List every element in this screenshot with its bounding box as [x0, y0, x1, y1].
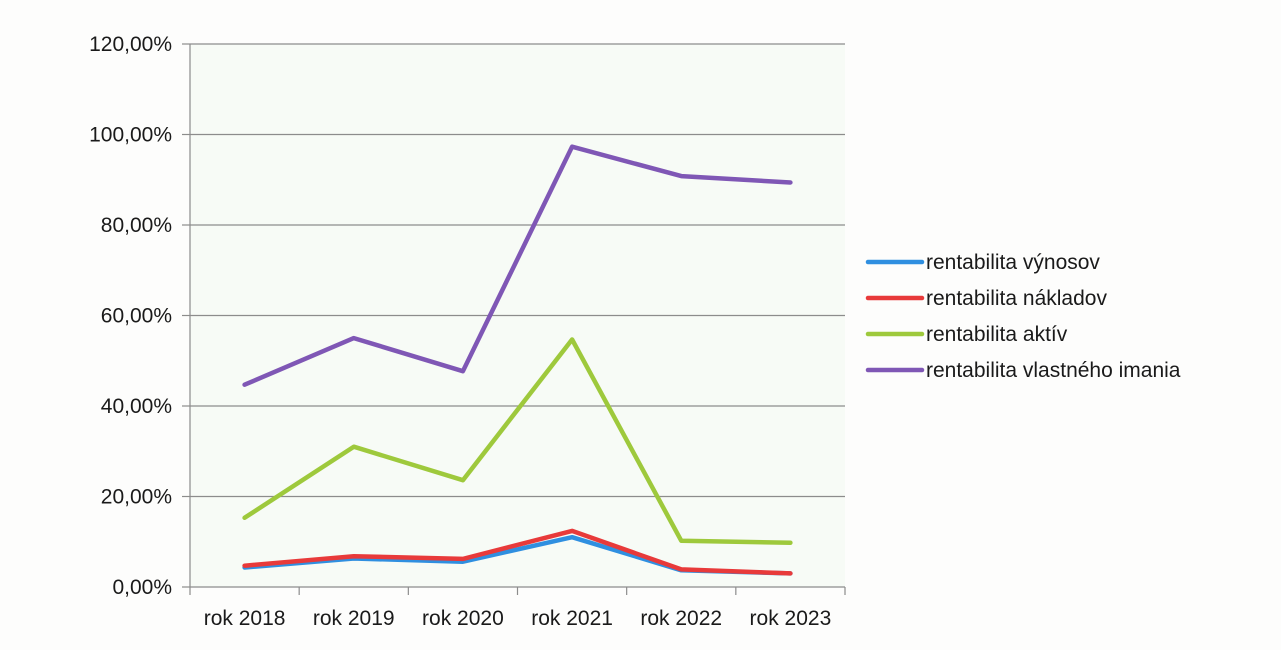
y-tick-label: 60,00%	[101, 305, 172, 328]
x-tick-label: rok 2018	[204, 607, 286, 630]
legend: rentabilita výnosov rentabilita nákladov r…	[865, 251, 1181, 382]
y-tick-label: 120,00%	[89, 33, 172, 56]
x-tick-label: rok 2019	[313, 607, 395, 630]
legend-label: rentabilita vlastného imania	[926, 359, 1181, 382]
legend-label: rentabilita aktív	[926, 323, 1068, 346]
gridlines	[190, 43, 845, 498]
axes	[182, 43, 846, 595]
x-axis-ticks: rok 2018 rok 2019 rok 2020 rok 2021 rok 2022…	[204, 607, 832, 630]
x-tick-label: rok 2020	[422, 607, 504, 630]
y-tick-label: 40,00%	[101, 395, 172, 418]
series-line	[242, 144, 793, 387]
legend-label: rentabilita nákladov	[926, 287, 1107, 310]
x-tick-label: rok 2021	[531, 607, 613, 630]
series-line	[242, 528, 793, 576]
series-line	[242, 337, 793, 545]
y-tick-label: 100,00%	[89, 124, 172, 147]
y-tick-label: 80,00%	[101, 214, 172, 237]
x-tick-label: rok 2022	[640, 607, 722, 630]
y-axis-ticks: 0,00% 20,00% 40,00% 60,00% 80,00% 100,00% 120,…	[89, 33, 172, 599]
series-lines	[242, 144, 793, 576]
legend-label: rentabilita výnosov	[926, 251, 1100, 274]
y-tick-label: 20,00%	[101, 486, 172, 509]
y-tick-label: 0,00%	[112, 576, 172, 599]
x-tick-label: rok 2023	[750, 607, 832, 630]
